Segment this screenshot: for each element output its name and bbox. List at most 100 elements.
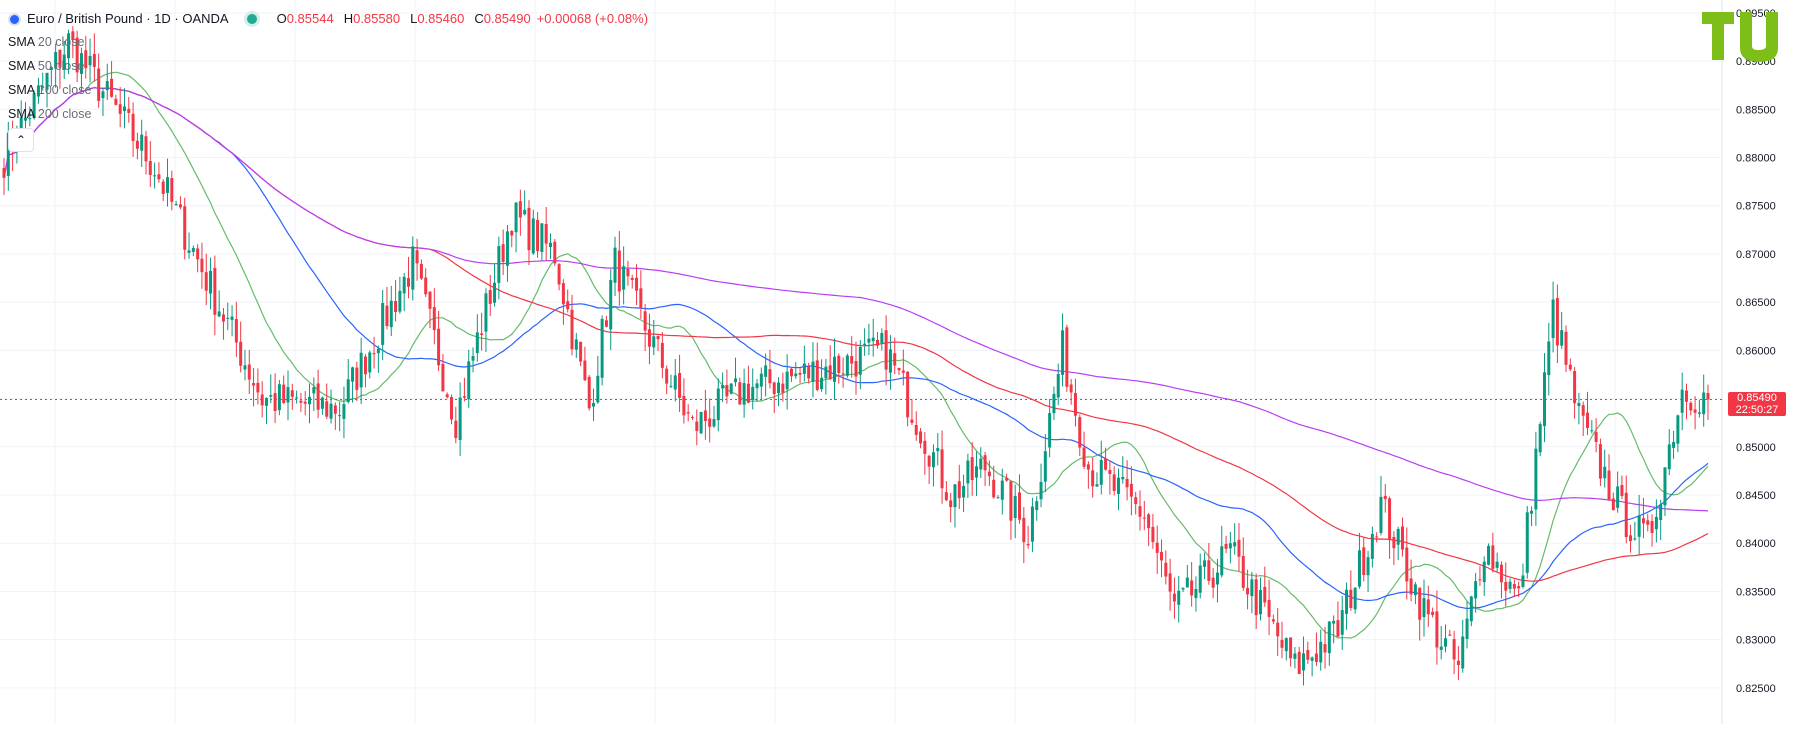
- candle[interactable]: [49, 66, 53, 87]
- candle[interactable]: [566, 289, 570, 313]
- candle[interactable]: [480, 312, 484, 351]
- candle[interactable]: [467, 349, 471, 408]
- candle[interactable]: [157, 162, 161, 183]
- candle[interactable]: [1452, 630, 1456, 675]
- candle[interactable]: [708, 398, 712, 443]
- candle[interactable]: [1611, 492, 1615, 511]
- candle[interactable]: [1228, 531, 1232, 564]
- candle[interactable]: [1026, 525, 1030, 549]
- candle[interactable]: [308, 383, 312, 424]
- candle[interactable]: [1116, 468, 1120, 511]
- candle[interactable]: [282, 375, 286, 404]
- candle[interactable]: [501, 229, 505, 275]
- candle[interactable]: [798, 367, 802, 384]
- candle[interactable]: [338, 401, 342, 432]
- candle[interactable]: [1530, 506, 1534, 527]
- symbol-header[interactable]: Euro / British Pound · 1D · OANDA O0.855…: [8, 8, 648, 30]
- candle[interactable]: [1474, 572, 1478, 613]
- candle[interactable]: [277, 380, 281, 416]
- candle[interactable]: [333, 402, 337, 430]
- candle[interactable]: [424, 268, 428, 298]
- candle[interactable]: [1039, 463, 1043, 508]
- candle[interactable]: [166, 158, 170, 207]
- candle[interactable]: [1693, 396, 1697, 430]
- candle[interactable]: [1306, 641, 1310, 664]
- candle[interactable]: [161, 179, 165, 202]
- candle[interactable]: [131, 102, 135, 157]
- candle[interactable]: [1104, 447, 1108, 471]
- candle[interactable]: [105, 63, 109, 101]
- candle[interactable]: [1314, 632, 1318, 667]
- candle[interactable]: [987, 460, 991, 486]
- candle[interactable]: [755, 379, 759, 402]
- candle[interactable]: [1018, 474, 1022, 524]
- candle[interactable]: [682, 378, 686, 424]
- candle[interactable]: [505, 225, 509, 282]
- candle[interactable]: [1413, 581, 1417, 605]
- candle[interactable]: [1323, 627, 1327, 669]
- candle[interactable]: [1495, 552, 1499, 572]
- candle[interactable]: [1504, 562, 1508, 607]
- candle[interactable]: [777, 377, 781, 407]
- candle[interactable]: [394, 280, 398, 322]
- candle[interactable]: [1370, 526, 1374, 568]
- candle[interactable]: [1405, 527, 1409, 600]
- candle[interactable]: [1142, 500, 1146, 531]
- candle[interactable]: [1607, 454, 1611, 501]
- candle[interactable]: [97, 53, 101, 108]
- candle[interactable]: [721, 372, 725, 403]
- candle[interactable]: [1099, 440, 1103, 495]
- candle[interactable]: [45, 72, 49, 108]
- candle[interactable]: [135, 132, 139, 160]
- candle[interactable]: [1310, 656, 1314, 677]
- candle[interactable]: [1616, 471, 1620, 513]
- candle[interactable]: [510, 230, 514, 248]
- candle[interactable]: [1491, 532, 1495, 573]
- candle[interactable]: [1564, 325, 1568, 373]
- candle[interactable]: [1542, 353, 1546, 443]
- candle[interactable]: [665, 365, 669, 395]
- candle[interactable]: [84, 35, 88, 79]
- candle[interactable]: [1009, 480, 1013, 540]
- candle[interactable]: [1297, 646, 1301, 675]
- candle[interactable]: [1392, 531, 1396, 566]
- candle[interactable]: [673, 359, 677, 402]
- candle[interactable]: [931, 444, 935, 487]
- candle[interactable]: [746, 365, 750, 404]
- candle[interactable]: [807, 362, 811, 384]
- candle[interactable]: [626, 260, 630, 286]
- indicator-sma-20[interactable]: SMA 20 close: [8, 35, 85, 49]
- candle[interactable]: [148, 141, 152, 187]
- candle[interactable]: [1129, 466, 1133, 516]
- candle[interactable]: [1095, 472, 1099, 487]
- candle[interactable]: [587, 375, 591, 411]
- candle[interactable]: [372, 336, 376, 369]
- candle[interactable]: [1043, 434, 1047, 493]
- candle[interactable]: [738, 377, 742, 406]
- candle[interactable]: [759, 367, 763, 401]
- candle[interactable]: [1078, 414, 1082, 457]
- candle[interactable]: [1512, 579, 1516, 597]
- candle[interactable]: [553, 238, 557, 266]
- candle[interactable]: [867, 323, 871, 356]
- candle[interactable]: [376, 345, 380, 373]
- candle[interactable]: [544, 206, 548, 261]
- candle[interactable]: [996, 495, 1000, 499]
- candle[interactable]: [329, 389, 333, 424]
- candle[interactable]: [583, 346, 587, 381]
- candle[interactable]: [209, 257, 213, 310]
- candle[interactable]: [79, 47, 83, 93]
- candle[interactable]: [1482, 556, 1486, 597]
- candle[interactable]: [54, 43, 58, 88]
- candle[interactable]: [41, 72, 45, 91]
- candle[interactable]: [1250, 571, 1254, 614]
- candle[interactable]: [1418, 587, 1422, 641]
- candle[interactable]: [122, 88, 126, 129]
- candle[interactable]: [62, 40, 66, 79]
- candle[interactable]: [523, 190, 527, 216]
- candle[interactable]: [1659, 499, 1663, 540]
- candle[interactable]: [1388, 496, 1392, 559]
- candle[interactable]: [695, 409, 699, 446]
- candle[interactable]: [1689, 400, 1693, 416]
